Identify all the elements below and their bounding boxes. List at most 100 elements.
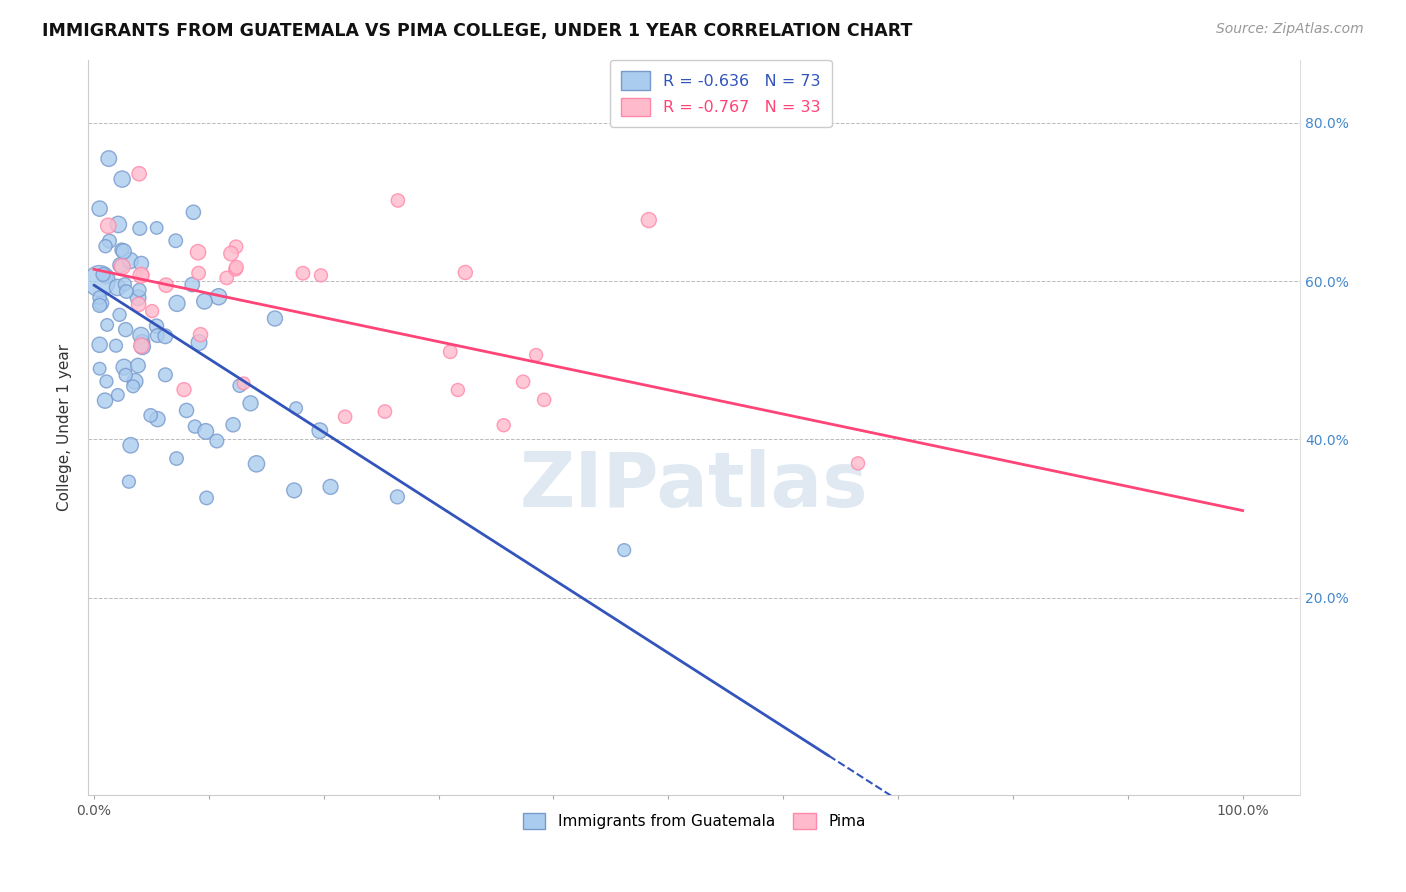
Point bbox=[613, 543, 636, 558]
Point bbox=[454, 265, 477, 279]
Point bbox=[264, 311, 287, 326]
Point bbox=[131, 334, 153, 349]
Point bbox=[447, 383, 470, 397]
Point bbox=[129, 328, 152, 343]
Point bbox=[187, 266, 209, 280]
Point bbox=[108, 308, 131, 322]
Point bbox=[637, 213, 659, 227]
Point bbox=[128, 297, 150, 311]
Legend: Immigrants from Guatemala, Pima: Immigrants from Guatemala, Pima bbox=[516, 807, 872, 836]
Point bbox=[127, 359, 149, 373]
Point bbox=[89, 298, 111, 312]
Point bbox=[118, 475, 141, 489]
Point bbox=[183, 205, 205, 219]
Point bbox=[122, 379, 145, 393]
Point bbox=[94, 239, 117, 253]
Point bbox=[155, 368, 177, 382]
Point bbox=[141, 304, 163, 318]
Point bbox=[333, 409, 356, 424]
Point bbox=[145, 221, 167, 235]
Point bbox=[128, 167, 150, 181]
Point bbox=[846, 456, 869, 470]
Point bbox=[194, 425, 217, 439]
Point bbox=[184, 419, 207, 434]
Point bbox=[155, 278, 177, 293]
Point bbox=[181, 277, 204, 292]
Point bbox=[89, 291, 111, 305]
Point bbox=[114, 323, 136, 337]
Point bbox=[110, 258, 132, 272]
Point bbox=[127, 291, 149, 305]
Point bbox=[387, 490, 409, 504]
Point bbox=[439, 344, 461, 359]
Point bbox=[219, 246, 242, 260]
Point bbox=[166, 296, 188, 310]
Point bbox=[120, 438, 142, 452]
Point bbox=[111, 243, 134, 257]
Point bbox=[124, 375, 146, 389]
Point bbox=[225, 260, 247, 275]
Point bbox=[139, 409, 162, 423]
Point bbox=[533, 392, 555, 407]
Point bbox=[89, 274, 111, 288]
Point bbox=[128, 221, 150, 235]
Point bbox=[173, 383, 195, 397]
Point bbox=[98, 234, 121, 248]
Point bbox=[107, 388, 129, 402]
Point bbox=[195, 491, 218, 505]
Point bbox=[225, 240, 247, 254]
Text: Source: ZipAtlas.com: Source: ZipAtlas.com bbox=[1216, 22, 1364, 37]
Point bbox=[94, 269, 117, 284]
Point bbox=[104, 339, 127, 353]
Point bbox=[225, 262, 247, 277]
Point bbox=[188, 335, 211, 350]
Point bbox=[128, 283, 150, 297]
Point bbox=[96, 375, 118, 389]
Point bbox=[129, 268, 152, 283]
Point bbox=[308, 424, 330, 438]
Point bbox=[96, 318, 118, 332]
Point bbox=[285, 401, 308, 416]
Point bbox=[131, 256, 153, 270]
Point bbox=[524, 348, 547, 362]
Point bbox=[512, 375, 534, 389]
Point bbox=[131, 268, 153, 282]
Point bbox=[89, 338, 111, 352]
Point bbox=[165, 234, 187, 248]
Point bbox=[205, 434, 228, 448]
Point bbox=[207, 290, 229, 304]
Point bbox=[111, 172, 134, 186]
Point bbox=[387, 194, 409, 208]
Point bbox=[131, 338, 153, 352]
Point bbox=[283, 483, 305, 498]
Point bbox=[239, 396, 262, 410]
Point bbox=[89, 361, 111, 376]
Point bbox=[114, 368, 136, 382]
Point bbox=[146, 328, 169, 343]
Point bbox=[97, 152, 120, 166]
Point bbox=[166, 451, 188, 466]
Text: ZIPatlas: ZIPatlas bbox=[520, 450, 869, 524]
Point bbox=[492, 418, 515, 433]
Point bbox=[91, 268, 114, 282]
Point bbox=[107, 280, 129, 294]
Point bbox=[112, 244, 135, 259]
Point bbox=[146, 412, 169, 426]
Point bbox=[193, 294, 215, 309]
Point bbox=[155, 329, 177, 343]
Point bbox=[187, 245, 209, 260]
Point bbox=[190, 327, 212, 342]
Point bbox=[215, 271, 238, 285]
Point bbox=[90, 296, 112, 310]
Point bbox=[176, 403, 198, 417]
Point bbox=[94, 393, 117, 408]
Point bbox=[291, 266, 314, 280]
Point bbox=[97, 219, 120, 233]
Point bbox=[309, 268, 332, 283]
Text: IMMIGRANTS FROM GUATEMALA VS PIMA COLLEGE, UNDER 1 YEAR CORRELATION CHART: IMMIGRANTS FROM GUATEMALA VS PIMA COLLEG… bbox=[42, 22, 912, 40]
Point bbox=[245, 457, 267, 471]
Point bbox=[131, 340, 153, 354]
Point bbox=[107, 218, 129, 232]
Point bbox=[114, 277, 136, 292]
Point bbox=[112, 360, 135, 375]
